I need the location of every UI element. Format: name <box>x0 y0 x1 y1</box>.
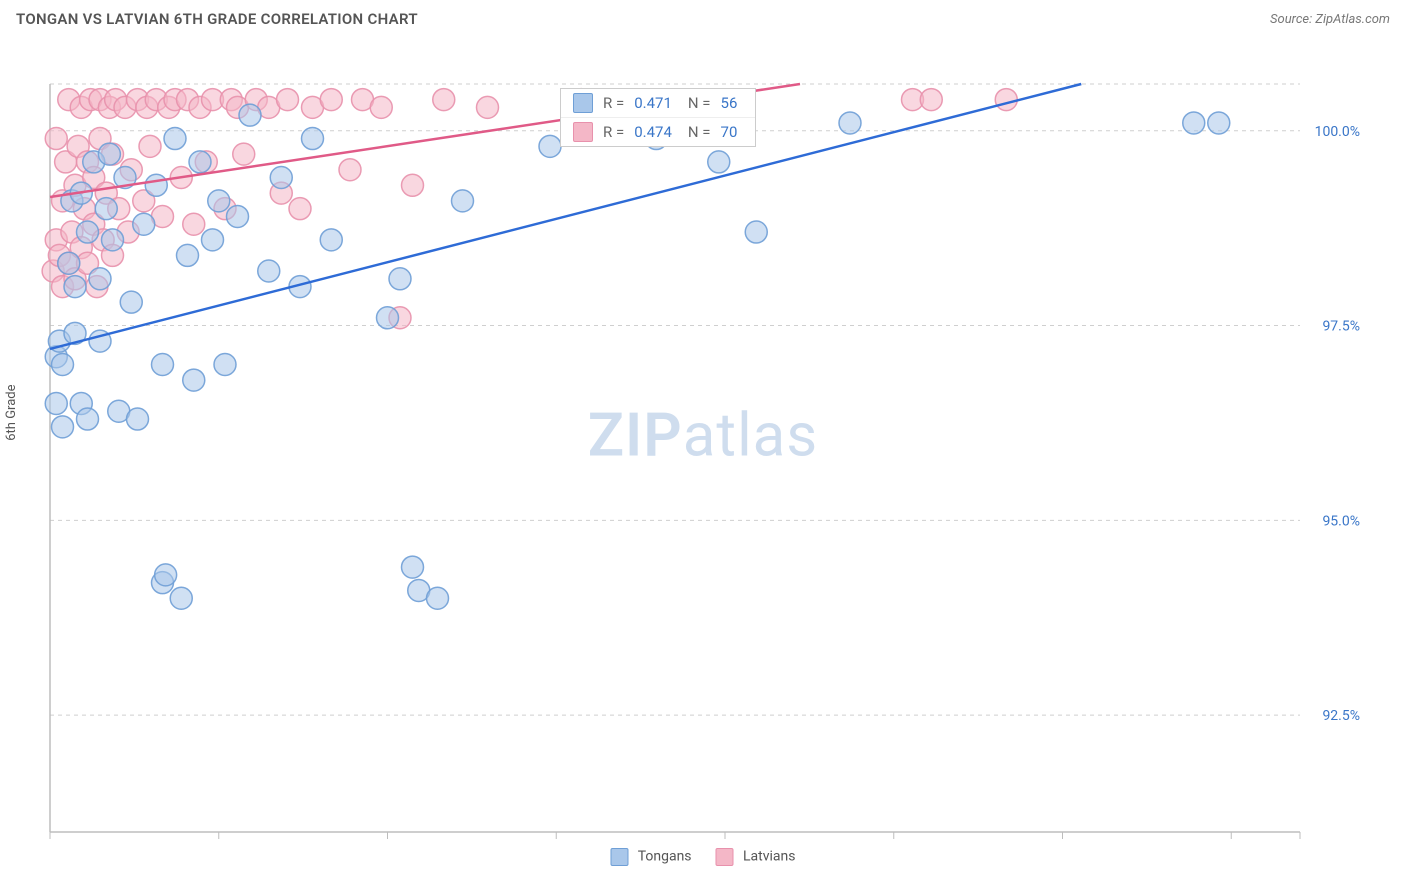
legend-item-tongans: Tongans <box>610 848 691 866</box>
scatter-chart: 92.5% 95.0% 97.5% 100.0% <box>0 32 1406 872</box>
stat-label-n: N = <box>688 94 711 112</box>
legend-swatch-latvians <box>716 848 734 866</box>
chart-title: TONGAN VS LATVIAN 6TH GRADE CORRELATION … <box>16 10 418 28</box>
legend-item-latvians: Latvians <box>716 848 796 866</box>
svg-text:97.5%: 97.5% <box>1322 319 1360 335</box>
stat-n-tongans: 56 <box>721 94 738 112</box>
stat-r-latvians: 0.474 <box>634 123 672 141</box>
stat-r-tongans: 0.471 <box>634 94 672 112</box>
svg-text:92.5%: 92.5% <box>1322 708 1360 724</box>
svg-text:100.0%: 100.0% <box>1315 124 1360 140</box>
source-credit: Source: ZipAtlas.com <box>1270 12 1390 27</box>
stat-label-r: R = <box>603 123 624 141</box>
legend-swatch-tongans <box>610 848 628 866</box>
legend: Tongans Latvians <box>610 848 795 866</box>
stat-label-n: N = <box>688 123 711 141</box>
svg-text:95.0%: 95.0% <box>1322 513 1360 529</box>
stat-label-r: R = <box>603 94 624 112</box>
stats-row-tongans: R = 0.471 N = 56 <box>561 89 755 117</box>
chart-area: 6th Grade 92.5%95.0%97.5%100.0% ZIPatlas… <box>0 32 1406 872</box>
y-axis-label: 6th Grade <box>4 385 19 441</box>
legend-label-latvians: Latvians <box>743 849 796 865</box>
stat-n-latvians: 70 <box>721 123 738 141</box>
legend-label-tongans: Tongans <box>638 849 692 865</box>
swatch-tongans <box>573 93 593 113</box>
stats-row-latvians: R = 0.474 N = 70 <box>561 117 755 146</box>
stats-box: R = 0.471 N = 56 R = 0.474 N = 70 <box>560 88 756 147</box>
swatch-latvians <box>573 122 593 142</box>
